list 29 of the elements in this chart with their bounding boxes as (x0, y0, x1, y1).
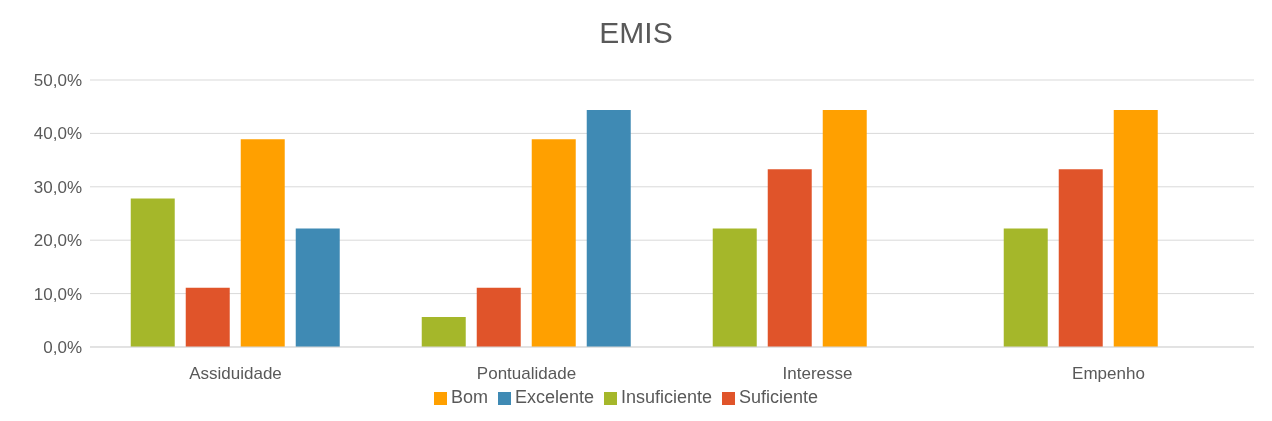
x-tick-label: Interesse (782, 364, 853, 384)
bar (1003, 228, 1048, 347)
bar (130, 198, 175, 347)
y-tick-label: 50,0% (33, 71, 82, 91)
y-tick-label: 40,0% (33, 124, 82, 144)
bar (1058, 169, 1103, 347)
bar (1113, 109, 1158, 347)
bar (295, 228, 340, 347)
bar (767, 169, 812, 347)
bar (531, 139, 576, 347)
bar (712, 228, 757, 347)
y-tick-label: 20,0% (33, 231, 82, 251)
x-tick-label: Empenho (1072, 364, 1145, 384)
chart-title: EMIS (598, 15, 674, 51)
legend-label: Insuficiente (620, 387, 713, 407)
legend-label: Bom (450, 387, 488, 407)
bar (822, 109, 867, 347)
x-tick-label: Pontualidade (476, 364, 577, 384)
x-tick-label: Assiduidade (189, 364, 282, 384)
y-tick-label: 0,0% (43, 338, 82, 358)
legend-label: Suficiente (739, 387, 819, 407)
bar (421, 317, 466, 347)
bar (476, 287, 521, 347)
bar (240, 139, 285, 347)
bar (185, 287, 230, 347)
legend-label: Excelente (514, 387, 594, 407)
y-tick-label: 10,0% (33, 284, 82, 304)
y-tick-label: 30,0% (33, 177, 82, 197)
bar (586, 109, 631, 347)
